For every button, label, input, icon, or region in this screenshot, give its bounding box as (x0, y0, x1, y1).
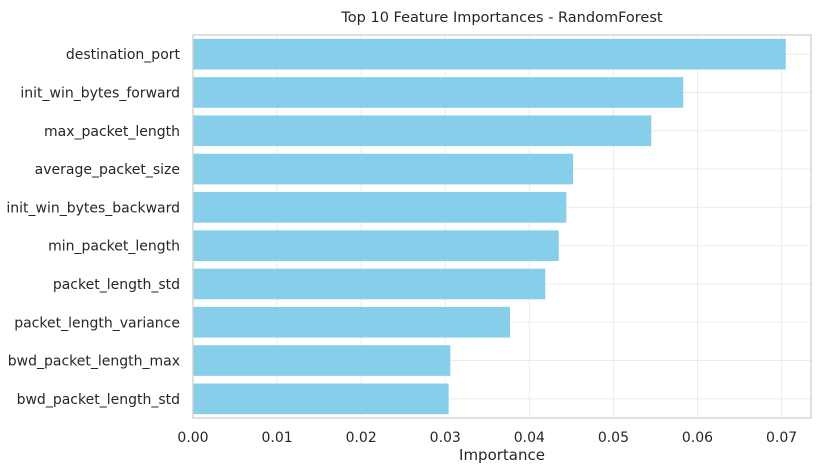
x-tick-label: 0.01 (261, 430, 292, 446)
x-tick-labels: 0.00 0.01 0.02 0.03 0.04 0.05 0.06 0.07 (177, 430, 797, 446)
y-tick-label: bwd_packet_length_std (17, 392, 180, 408)
x-axis-title: Importance (459, 446, 545, 464)
y-tick-label: packet_length_variance (14, 315, 180, 331)
bar-average-packet-size (193, 153, 574, 185)
y-tick-label: min_packet_length (48, 239, 180, 255)
y-tick-label: max_packet_length (44, 124, 180, 140)
x-tick-label: 0.02 (346, 430, 377, 446)
y-tick-label: bwd_packet_length_max (8, 354, 180, 370)
x-tick-label: 0.03 (430, 430, 461, 446)
x-tick-label: 0.07 (766, 430, 797, 446)
x-tick-label: 0.05 (598, 430, 629, 446)
y-tick-label: average_packet_size (35, 162, 180, 178)
y-tick-labels: destination_port init_win_bytes_forwardma… (6, 47, 180, 408)
bar-bwd-packet-length-max (193, 345, 451, 376)
bar-min-packet-length (193, 230, 559, 261)
plot-frame (192, 34, 812, 419)
x-tick-label: 0.00 (177, 430, 208, 446)
y-tick-label: destination_port (66, 47, 181, 63)
bar-init-win-bytes-forward (193, 77, 684, 108)
x-tick-label: 0.06 (682, 430, 713, 446)
bar-packet-length-std (193, 268, 546, 300)
x-tick-label: 0.04 (514, 430, 545, 446)
bar-max-packet-length (193, 115, 652, 147)
bar-layer (193, 38, 786, 415)
bar-packet-length-variance (193, 306, 510, 338)
chart-title: Top 10 Feature Importances - RandomFores… (340, 10, 662, 26)
bar-destination-port (193, 38, 786, 70)
y-tick-label: packet_length_std (53, 277, 180, 293)
bar-init-win-bytes-backward (193, 192, 567, 223)
y-tick-label: init_win_bytes_backward (6, 200, 180, 216)
y-tick-label: init_win_bytes_forward (20, 85, 180, 101)
bar-bwd-packet-length-std (193, 383, 449, 415)
